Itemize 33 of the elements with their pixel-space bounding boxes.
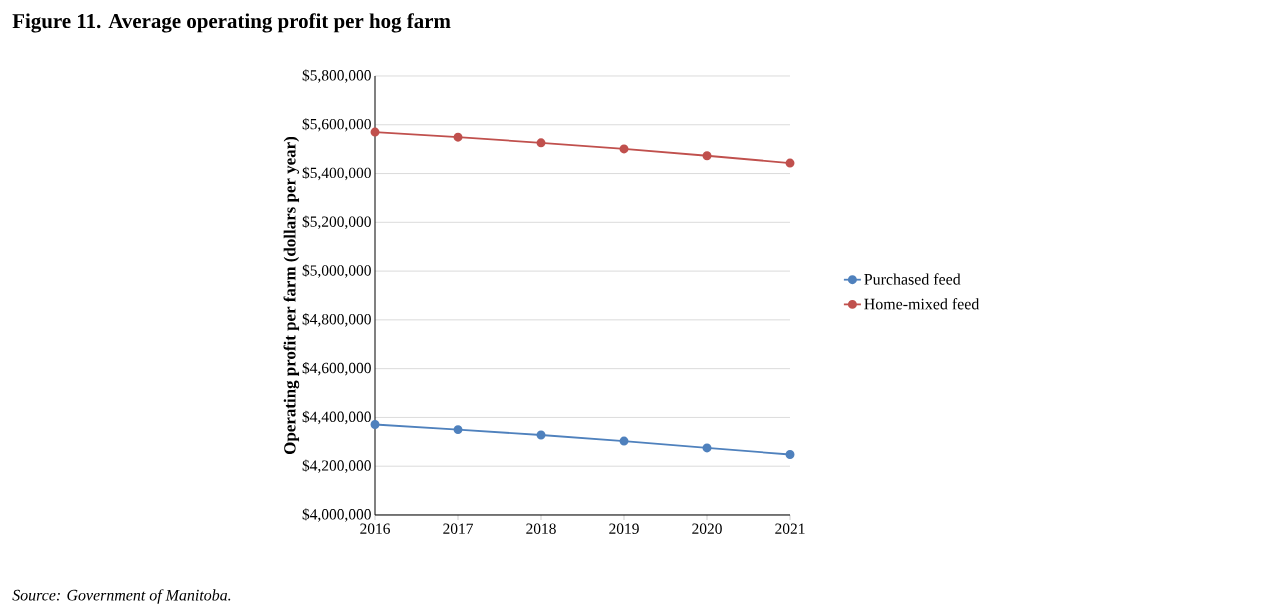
point <box>453 425 463 435</box>
y-tick-label: $5,600,000 <box>302 117 371 132</box>
point <box>370 127 380 137</box>
x-tick-label: 2019 <box>609 523 639 534</box>
point <box>702 151 712 161</box>
x-tick-label: 2016 <box>360 523 390 534</box>
point <box>619 436 629 446</box>
point <box>785 158 795 168</box>
point <box>619 144 629 154</box>
y-tick-label: $4,400,000 <box>302 410 371 425</box>
y-tick-label: $5,800,000 <box>302 69 371 83</box>
x-tick-label: 2017 <box>443 523 474 534</box>
y-axis-title: Operating profit per farm (dollars per year) <box>283 136 300 454</box>
y-tick-label: $5,400,000 <box>302 166 371 181</box>
x-tick-label: 2020 <box>692 523 722 534</box>
y-tick-label: $4,600,000 <box>302 361 371 376</box>
point <box>536 430 546 440</box>
legend-label: Purchased feed <box>864 273 961 285</box>
y-tick-label: $5,000,000 <box>302 264 371 278</box>
x-tick-label: 2021 <box>775 523 805 534</box>
y-tick-label: $4,800,000 <box>302 313 371 327</box>
point <box>702 443 712 453</box>
y-tick-label: $4,200,000 <box>302 459 371 473</box>
y-tick-label: $5,200,000 <box>302 215 371 230</box>
source-note: Source: Government of Manitoba. <box>12 589 231 604</box>
point <box>453 132 463 142</box>
chart-title: Figure 11. Average operating profit per hog farm <box>12 13 451 33</box>
legend-label: Home-mixed feed <box>864 298 980 310</box>
point <box>785 450 795 459</box>
y-tick-label: $4,000,000 <box>302 508 371 522</box>
x-tick-label: 2018 <box>526 523 556 534</box>
point <box>370 420 380 429</box>
point <box>536 138 546 148</box>
